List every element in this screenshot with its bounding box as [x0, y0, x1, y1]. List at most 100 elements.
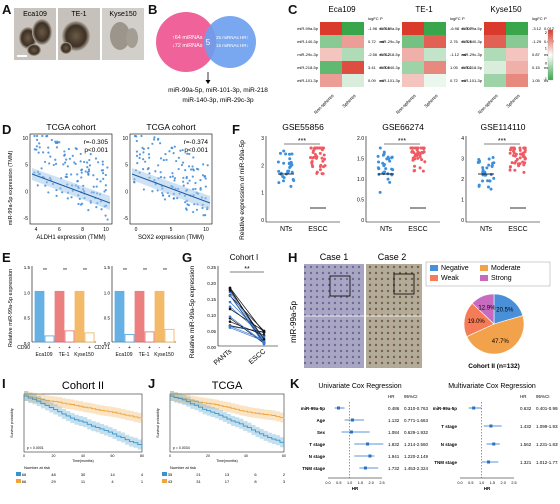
- scatter-point: [64, 175, 67, 178]
- km-curve: [24, 395, 143, 419]
- dot-point: [286, 169, 290, 173]
- pair-point: [262, 341, 266, 344]
- heatmap-cell: [424, 35, 446, 48]
- dot-point: [377, 160, 381, 164]
- bar: [144, 331, 155, 343]
- bar: [134, 290, 145, 343]
- x-tick: 5: [170, 227, 173, 233]
- pair-point: [228, 305, 232, 308]
- paired-title: Cohort I: [230, 253, 258, 262]
- p-value: 0.001: [462, 65, 473, 70]
- heatmap-cell: [424, 61, 446, 74]
- group-label: Eca109: [36, 352, 53, 358]
- p-value: ns: [544, 52, 548, 57]
- dot-point: [321, 172, 325, 176]
- y-axis-label: Survival probability: [10, 408, 14, 438]
- x-tick: 40: [244, 454, 248, 458]
- colorbar: [547, 29, 554, 81]
- heatmap-x-label: Non-spheres: [313, 93, 335, 115]
- ci-header: 95%CI: [536, 394, 550, 399]
- p-header: P: [544, 16, 547, 21]
- scatter-point: [165, 158, 168, 161]
- scatter-point: [201, 206, 204, 210]
- scatter-point: [164, 152, 167, 156]
- bar-sign: -: [59, 345, 61, 351]
- heatmap-cell: [506, 22, 528, 35]
- panel-e-bars: Relative miR-99a-5p expression 1.5 1.0 0.5 0…: [8, 265, 176, 358]
- sig-mark: **: [143, 268, 147, 274]
- dot-point: [416, 156, 420, 160]
- dot-point: [278, 151, 282, 155]
- dot-point: [513, 168, 517, 172]
- dot-point: [386, 177, 390, 181]
- scatter-point: [202, 214, 205, 217]
- dot-point: [519, 152, 523, 156]
- dot-point: [486, 185, 490, 189]
- p-value: ns: [380, 39, 384, 44]
- scatter-point: [159, 142, 162, 145]
- scatter-point: [80, 171, 83, 174]
- scatter-point: [56, 140, 59, 143]
- y-tick: 3: [461, 157, 464, 163]
- scatter-point: [185, 177, 188, 180]
- pair-line: [229, 316, 265, 343]
- p-value: ns: [544, 65, 548, 70]
- scatter-point: [177, 156, 181, 159]
- dotplot-title: GSE66274: [382, 122, 424, 132]
- p-value: ns: [544, 78, 548, 83]
- scatter-point: [179, 149, 182, 152]
- scatter-point: [47, 151, 50, 154]
- sig-mark: **: [163, 268, 167, 274]
- scatter-point: [41, 134, 44, 138]
- heatmap-x-label: Non-spheres: [477, 93, 499, 115]
- scatter-point: [88, 164, 92, 167]
- dot-point: [420, 158, 424, 162]
- scatter-point: [204, 177, 207, 180]
- risk-value: 6: [254, 472, 257, 477]
- dot-point: [418, 151, 422, 155]
- legend-label: Weak: [441, 275, 459, 282]
- dot-point: [309, 146, 313, 150]
- risk-header: Number at risk: [24, 465, 50, 470]
- scatter-point: [95, 206, 98, 209]
- scatter-point: [63, 153, 66, 156]
- dot-point: [288, 166, 292, 170]
- y-tick: 1.5: [104, 265, 111, 270]
- y-tick: 1.0: [24, 290, 31, 295]
- scatter-point: [170, 146, 173, 149]
- scatter-point: [199, 179, 202, 182]
- scatter-point: [191, 165, 194, 168]
- forest-row-label: N stage: [309, 454, 326, 459]
- legend-swatch: [480, 275, 488, 281]
- y-tick: 3: [261, 136, 264, 142]
- y-tick: -5: [124, 216, 129, 222]
- logfc-value: 0.15: [532, 65, 541, 70]
- bar: [114, 290, 125, 343]
- logfc-value: -6.98: [450, 26, 460, 31]
- bar-sign: +: [168, 345, 171, 351]
- pair-point: [228, 289, 232, 292]
- r-value: r=-0.374: [184, 139, 209, 146]
- scatter-point: [35, 148, 38, 151]
- bar: [154, 290, 165, 343]
- scatter-point: [54, 162, 58, 165]
- sig-mark: **: [123, 268, 127, 274]
- heatmap-cell: [342, 74, 364, 87]
- dot-point: [413, 157, 417, 161]
- scatter-point: [152, 138, 156, 141]
- pair-point: [262, 337, 266, 341]
- logfc-header: logFC: [368, 16, 379, 21]
- risk-value: 4: [141, 472, 144, 477]
- risk-value: 14: [110, 472, 115, 477]
- panel-a-micrographs: Eca109 TE-1 Kyse150: [14, 8, 144, 60]
- pair-line: [229, 287, 265, 333]
- dot-point: [518, 148, 522, 152]
- panel-label-i: I: [2, 376, 6, 391]
- heatmap-cell: [402, 35, 424, 48]
- scatter-point: [172, 197, 175, 200]
- scatter-point: [33, 134, 36, 138]
- y-axis-label: Survival probability: [156, 408, 160, 438]
- colorbar-tick: 2: [545, 30, 548, 35]
- pair-point: [228, 325, 232, 328]
